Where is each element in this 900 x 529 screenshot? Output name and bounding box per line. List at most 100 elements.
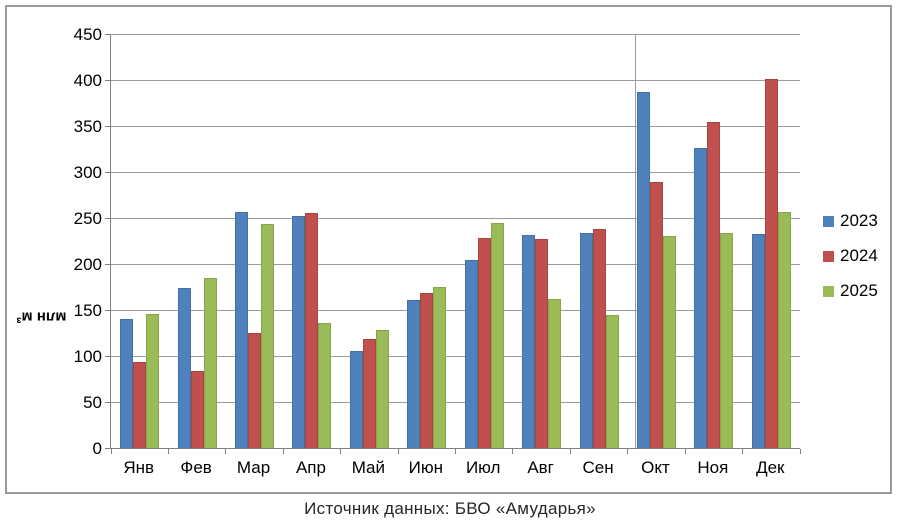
bar-2023-Июн bbox=[407, 299, 421, 448]
gridline bbox=[111, 263, 800, 265]
x-category-label: Ноя bbox=[697, 458, 729, 477]
bar-2024-Дек bbox=[764, 79, 778, 448]
y-axis-tick bbox=[105, 263, 111, 265]
bar-2025-Дек bbox=[777, 211, 791, 448]
bar-2025-Апр bbox=[318, 322, 332, 448]
y-tick-label: 350 bbox=[73, 116, 102, 136]
x-axis-tick bbox=[397, 449, 399, 454]
gridline bbox=[111, 125, 800, 127]
bar-2024-Ноя bbox=[707, 122, 721, 448]
y-axis-tick bbox=[105, 217, 111, 219]
x-category-label: Мар bbox=[236, 458, 271, 477]
y-tick-label: 100 bbox=[73, 346, 102, 366]
source-caption: Источник данных: БВО «Амударья» bbox=[304, 499, 596, 518]
y-axis-tick bbox=[105, 309, 111, 311]
x-axis-tick bbox=[627, 449, 629, 454]
x-category-label: Май bbox=[351, 458, 386, 477]
y-axis-tick bbox=[105, 125, 111, 127]
legend-item-2023: 2023 bbox=[823, 210, 878, 232]
bar-2024-Июн bbox=[420, 293, 434, 448]
bar-2025-Ноя bbox=[720, 232, 734, 448]
bar-2025-Июл bbox=[490, 222, 504, 448]
gridline bbox=[111, 33, 800, 35]
y-tick-label: 150 bbox=[73, 300, 102, 320]
y-axis-tick bbox=[105, 447, 111, 449]
x-category-label: Фев bbox=[180, 458, 212, 477]
legend-label: 2023 bbox=[840, 211, 878, 230]
bar-2024-Авг bbox=[535, 239, 549, 448]
x-category-label: Июн bbox=[408, 458, 443, 477]
y-tick-label: 200 bbox=[73, 254, 102, 274]
x-category-label: Июл bbox=[465, 458, 501, 477]
y-axis-title-text: млн м³ bbox=[16, 308, 66, 326]
gridline bbox=[111, 171, 800, 173]
y-tick-label: 300 bbox=[73, 162, 102, 182]
chart-frame: 0 50 100 150 200 250 300 350 400 450 млн м³ Янв Фе… bbox=[5, 5, 892, 494]
y-tick-label: 0 bbox=[92, 438, 102, 458]
bar-2024-Мар bbox=[248, 333, 262, 448]
legend-item-2024: 2024 bbox=[823, 245, 878, 267]
x-axis-tick bbox=[167, 449, 169, 454]
x-axis-tick bbox=[455, 449, 456, 454]
x-axis-tick bbox=[110, 449, 112, 454]
x-category-label: Янв bbox=[123, 458, 155, 477]
bar-2023-Апр bbox=[292, 216, 306, 448]
x-axis-tick bbox=[225, 449, 227, 454]
gridline bbox=[111, 217, 800, 219]
bar-2024-Янв bbox=[133, 362, 147, 448]
legend-marker-2025 bbox=[823, 285, 834, 297]
bar-2023-Фев bbox=[177, 287, 191, 448]
bar-2025-Янв bbox=[146, 313, 160, 448]
legend-marker-2024 bbox=[823, 250, 834, 262]
legend-marker-2023 bbox=[823, 215, 834, 227]
bar-2023-Июл bbox=[464, 260, 478, 448]
bar-2025-Окт bbox=[662, 236, 676, 448]
x-axis-tick bbox=[282, 449, 284, 454]
y-axis-tick bbox=[105, 79, 111, 81]
gridline bbox=[111, 401, 800, 403]
y-axis-tick bbox=[105, 355, 111, 357]
bar-2023-Ноя bbox=[694, 148, 708, 448]
bar-2025-Сен bbox=[605, 314, 619, 448]
legend-label: 2025 bbox=[840, 281, 878, 300]
y-tick-label: 250 bbox=[73, 208, 102, 228]
gridline bbox=[111, 309, 800, 311]
bar-2024-Июл bbox=[477, 238, 491, 448]
x-axis-tick bbox=[512, 449, 514, 454]
gridline bbox=[111, 79, 800, 81]
bar-2024-Фев bbox=[190, 370, 204, 448]
bar-2023-Дек bbox=[751, 233, 765, 448]
bar-2024-Май bbox=[362, 339, 376, 448]
bar-2023-Мар bbox=[235, 212, 249, 448]
plot-area bbox=[105, 33, 801, 454]
x-axis-tick bbox=[569, 449, 571, 454]
bar-2023-Янв bbox=[120, 319, 134, 448]
legend-item-2025: 2025 bbox=[823, 280, 878, 302]
x-axis-tick bbox=[684, 449, 686, 454]
bar-2023-Май bbox=[349, 351, 363, 448]
y-axis-tick bbox=[105, 171, 111, 173]
bar-2025-Июн bbox=[433, 287, 447, 448]
x-axis-tick bbox=[340, 449, 342, 454]
y-axis-tick bbox=[105, 401, 111, 403]
y-tick-label: 50 bbox=[83, 392, 102, 412]
vertical-divider-line bbox=[634, 34, 636, 448]
x-category-label: Сен bbox=[582, 458, 614, 477]
legend: 2023 2024 2025 bbox=[823, 210, 878, 315]
bar-2025-Май bbox=[375, 330, 389, 448]
bar-2025-Фев bbox=[203, 277, 217, 448]
bar-2024-Окт bbox=[649, 182, 663, 448]
x-category-label: Авг bbox=[527, 458, 554, 477]
bar-2025-Мар bbox=[261, 224, 275, 448]
bar-2025-Авг bbox=[548, 298, 562, 448]
bar-2023-Окт bbox=[636, 91, 650, 448]
bar-2024-Сен bbox=[592, 229, 606, 448]
y-tick-label: 400 bbox=[73, 70, 102, 90]
bar-2023-Авг bbox=[522, 234, 536, 448]
y-axis-tick bbox=[105, 33, 111, 35]
legend-label: 2024 bbox=[840, 246, 878, 265]
x-category-label: Окт bbox=[641, 458, 670, 477]
x-axis-tick bbox=[799, 449, 801, 454]
x-category-label: Апр bbox=[295, 458, 326, 477]
